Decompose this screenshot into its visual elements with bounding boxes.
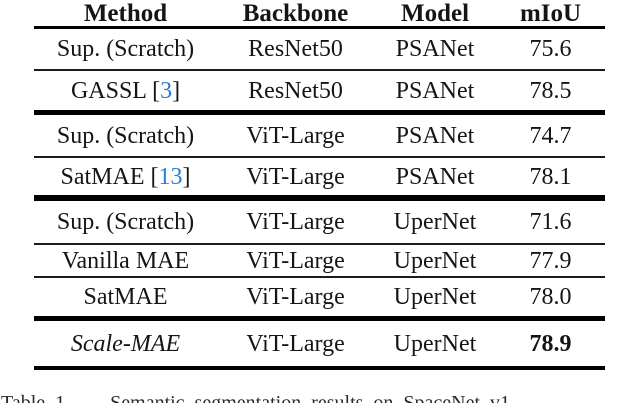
method-cell: SatMAE [34, 285, 217, 309]
method-text: Sup. (Scratch) [56, 36, 195, 62]
model-cell: UperNet [393, 247, 477, 274]
model-cell: PSANet [395, 122, 475, 149]
method-text: SatMAE [ [60, 163, 159, 190]
miou-cell: 75.6 [529, 36, 572, 62]
method-text: SatMAE [83, 284, 168, 310]
backbone-cell: ViT-Large [246, 209, 345, 235]
miou-cell: 78.1 [529, 163, 572, 190]
row-rule [34, 69, 605, 71]
method-text: Sup. (Scratch) [56, 209, 195, 235]
miou-cell: 78.9 [529, 330, 572, 357]
method-cell: Sup. (Scratch) [34, 124, 217, 148]
row-rule [34, 156, 605, 158]
backbone-cell: ResNet50 [248, 77, 343, 104]
model-cell: UperNet [393, 330, 477, 357]
method-text: Scale-MAE [70, 330, 181, 357]
table-row: Vanilla MAE ViT-Large UperNet 77.9 [34, 245, 605, 276]
results-table: Method Backbone Model mIoU Sup. (Scratch… [34, 0, 605, 370]
citation-link[interactable]: 13 [158, 163, 183, 190]
table-row: SatMAE [13] ViT-Large PSANet 78.1 [34, 158, 605, 195]
backbone-cell: ResNet50 [248, 36, 343, 62]
header-miou: mIoU [519, 0, 582, 27]
table-row: SatMAE ViT-Large UperNet 78.0 [34, 278, 605, 316]
section-rule [34, 316, 605, 321]
table-caption: Table 1. Semantic segmentation results o… [1, 392, 516, 403]
table-row: Sup. (Scratch) ViT-Large UperNet 71.6 [34, 201, 605, 243]
method-cell: Sup. (Scratch) [34, 37, 217, 61]
method-cell: SatMAE [13] [34, 165, 217, 189]
backbone-cell: ViT-Large [246, 330, 345, 357]
backbone-cell: ViT-Large [246, 163, 345, 190]
method-text: Vanilla MAE [61, 247, 190, 274]
model-cell: PSANet [395, 163, 475, 190]
header-backbone: Backbone [242, 0, 349, 27]
header-model: Model [400, 0, 470, 27]
method-cell: Scale-MAE [34, 332, 217, 356]
table-bottom-rule [34, 366, 605, 370]
method-text-end: ] [182, 163, 191, 190]
method-cell: Sup. (Scratch) [34, 210, 217, 234]
miou-cell: 78.0 [529, 284, 572, 310]
backbone-cell: ViT-Large [246, 284, 345, 310]
method-cell: GASSL [3] [34, 79, 217, 103]
backbone-cell: ViT-Large [246, 122, 345, 149]
method-text: Sup. (Scratch) [56, 122, 195, 149]
table-row: Sup. (Scratch) ViT-Large PSANet 74.7 [34, 115, 605, 156]
method-text: GASSL [ [70, 77, 161, 104]
model-cell: UperNet [393, 284, 477, 310]
miou-cell: 71.6 [529, 209, 572, 235]
model-cell: UperNet [393, 209, 477, 235]
miou-cell: 78.5 [529, 77, 572, 104]
miou-cell: 74.7 [529, 122, 572, 149]
model-cell: PSANet [395, 77, 475, 104]
method-cell: Vanilla MAE [34, 249, 217, 273]
table-row: Sup. (Scratch) ResNet50 PSANet 75.6 [34, 29, 605, 69]
row-rule [34, 243, 605, 245]
citation-link[interactable]: 3 [160, 77, 173, 104]
backbone-cell: ViT-Large [246, 247, 345, 274]
section-rule [34, 195, 605, 201]
table-row-scale-mae: Scale-MAE ViT-Large UperNet 78.9 [34, 321, 605, 366]
header-rule [34, 26, 605, 29]
row-rule [34, 276, 605, 278]
model-cell: PSANet [395, 36, 475, 62]
header-method: Method [83, 0, 168, 27]
table-header-row: Method Backbone Model mIoU [34, 0, 605, 26]
miou-cell: 77.9 [529, 247, 572, 274]
table-row: GASSL [3] ResNet50 PSANet 78.5 [34, 71, 605, 110]
section-rule [34, 110, 605, 115]
method-text-end: ] [172, 77, 181, 104]
